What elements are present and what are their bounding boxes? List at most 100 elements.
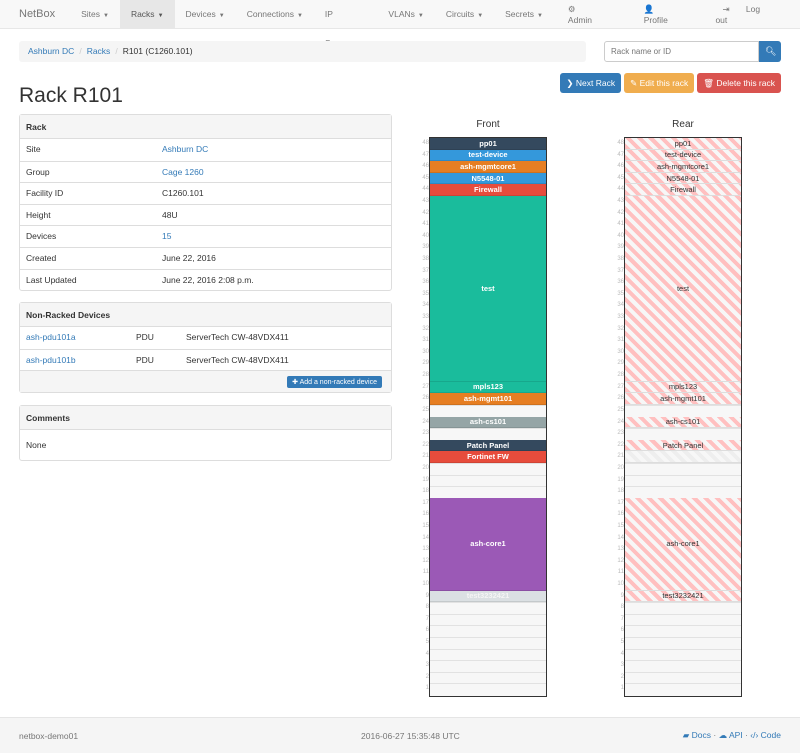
info-value[interactable]: 15	[162, 231, 172, 242]
rack-unit[interactable]	[430, 636, 546, 649]
rack-unit[interactable]	[430, 613, 546, 626]
unit-number: 7	[620, 615, 624, 622]
rack-device-rear[interactable]	[625, 451, 741, 463]
rack-device[interactable]: test3232421	[430, 590, 546, 603]
rack-unit[interactable]	[430, 462, 546, 475]
nav-vlans[interactable]: VLANs ▼	[377, 0, 434, 29]
nav-ip-space[interactable]: IP Space▼	[314, 0, 378, 48]
rack-unit[interactable]	[430, 660, 546, 672]
nav-circuits[interactable]: Circuits ▼	[435, 0, 494, 29]
caret-down-icon: ▼	[157, 12, 164, 19]
rack-unit[interactable]	[625, 625, 741, 637]
code-icon: ‹/›	[750, 730, 761, 740]
rack-device[interactable]: ash-core1	[430, 497, 546, 591]
rack-device-rear[interactable]: ash-mgmt101	[625, 393, 741, 405]
code-link[interactable]: ‹/› Code	[750, 730, 781, 740]
caret-down-icon: ▼	[477, 12, 484, 19]
rack-device-rear[interactable]: test-device	[625, 149, 741, 162]
docs-link[interactable]: ▰ Docs	[682, 730, 712, 740]
rack-unit[interactable]	[625, 486, 741, 498]
api-link[interactable]: ☁ API	[718, 730, 743, 740]
nav-devices[interactable]: Devices ▼	[175, 0, 236, 29]
edit-rack-button[interactable]: ✎ Edit this rack	[624, 73, 695, 93]
rack-unit[interactable]	[625, 660, 741, 672]
unit-number: 38	[422, 256, 429, 263]
rack-unit[interactable]	[625, 462, 741, 475]
rack-device[interactable]: mpls123	[430, 381, 546, 394]
rack-device[interactable]: ash-cs101	[430, 416, 546, 429]
rack-device-rear[interactable]: ash-cs101	[625, 416, 741, 429]
rack-unit[interactable]	[430, 602, 546, 614]
info-value[interactable]: Cage 1260	[162, 166, 204, 177]
rack-device[interactable]: ash-mgmtcore1	[430, 161, 546, 173]
rack-unit[interactable]	[430, 683, 546, 695]
rack-device-rear[interactable]: test	[625, 196, 741, 382]
add-non-racked-device-button[interactable]: ✚ Add a non-racked device	[287, 375, 382, 388]
unit-number: 15	[422, 522, 429, 529]
rack-unit[interactable]	[430, 625, 546, 637]
info-value: C1260.101	[162, 188, 204, 199]
rack-unit[interactable]	[625, 474, 741, 487]
nav-connections[interactable]: Connections ▼	[236, 0, 314, 29]
breadcrumb-racks[interactable]: Racks	[86, 46, 111, 56]
nav-label: Sites	[81, 8, 100, 19]
unit-number: 32	[422, 325, 429, 332]
rack-device-rear[interactable]: pp01	[625, 138, 741, 150]
nav-racks[interactable]: Racks ▼	[119, 0, 175, 29]
rack-unit[interactable]	[625, 671, 741, 684]
unit-number: 20	[422, 464, 429, 471]
rack-unit[interactable]	[625, 428, 741, 440]
profile-link[interactable]: 👤 Profile	[630, 4, 709, 25]
rear-label: Rear	[672, 119, 694, 130]
delete-rack-button[interactable]: 🗑︎ Delete this rack	[697, 73, 781, 93]
rack-device-rear[interactable]: Firewall	[625, 184, 741, 196]
rack-unit[interactable]	[430, 474, 546, 487]
info-value[interactable]: Ashburn DC	[162, 144, 209, 154]
rack-device-rear[interactable]: test3232421	[625, 590, 741, 603]
rack-device[interactable]: Fortinet FW	[430, 451, 546, 463]
rack-device-rear[interactable]: N5548-01	[625, 172, 741, 185]
rack-device[interactable]: test	[430, 196, 546, 382]
info-value: June 22, 2016 2:08 p.m.	[162, 274, 254, 285]
panel-heading: Comments	[20, 406, 391, 430]
search-input[interactable]	[604, 41, 759, 62]
rack-device[interactable]: Firewall	[430, 184, 546, 196]
nav-sites[interactable]: Sites ▼	[70, 0, 120, 29]
unit-number: 28	[422, 372, 429, 379]
rack-unit[interactable]	[430, 486, 546, 498]
brand[interactable]: NetBox	[19, 8, 56, 20]
rack-unit[interactable]	[430, 671, 546, 684]
rack-rear: pp01 test-device ash-mgmtcore1 N5548-01 Fire…	[624, 137, 742, 697]
admin-link[interactable]: ⚙ Admin	[554, 4, 630, 25]
table-row: ash-pdu101a PDU ServerTech CW-48VDX411	[20, 327, 391, 349]
unit-number: 13	[422, 546, 429, 553]
rack-unit[interactable]	[625, 683, 741, 695]
search-button[interactable]: 🔍︎	[759, 41, 781, 62]
rack-unit[interactable]	[625, 648, 741, 661]
rack-device[interactable]: pp01	[430, 138, 546, 150]
rack-unit[interactable]	[625, 613, 741, 626]
rack-unit[interactable]	[625, 636, 741, 649]
rack-device-rear[interactable]: mpls123	[625, 381, 741, 394]
unit-number: 4	[425, 650, 429, 657]
rack-device[interactable]: test-device	[430, 149, 546, 162]
info-row: Facility ID C1260.101	[20, 182, 391, 204]
rack-unit[interactable]	[430, 648, 546, 661]
nav-secrets[interactable]: Secrets ▼	[494, 0, 554, 29]
next-rack-button[interactable]: ❯ Next Rack	[560, 73, 622, 93]
rack-unit[interactable]	[430, 404, 546, 417]
rack-device[interactable]: ash-mgmt101	[430, 393, 546, 405]
rack-unit[interactable]	[625, 602, 741, 614]
rack-device-rear[interactable]: ash-core1	[625, 497, 741, 591]
device-link[interactable]: ash-pdu101a	[26, 332, 76, 342]
rack-device-rear[interactable]: ash-mgmtcore1	[625, 161, 741, 173]
rack-unit[interactable]	[625, 404, 741, 417]
rack-device[interactable]: Patch Panel	[430, 439, 546, 452]
device-link[interactable]: ash-pdu101b	[26, 354, 76, 365]
unit-number: 11	[422, 569, 429, 576]
logout-link[interactable]: ⇥ Log out	[715, 3, 761, 25]
rack-unit[interactable]	[430, 428, 546, 440]
breadcrumb-site[interactable]: Ashburn DC	[28, 46, 75, 56]
rack-device[interactable]: N5548-01	[430, 172, 546, 185]
rack-device-rear[interactable]: Patch Panel	[625, 439, 741, 452]
